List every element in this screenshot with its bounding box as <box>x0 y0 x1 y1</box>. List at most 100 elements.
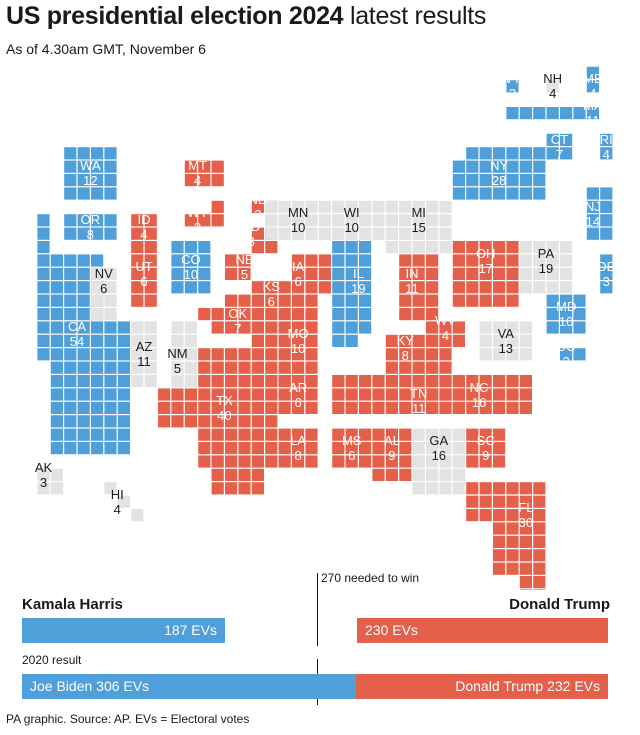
state-ev: 5 <box>240 267 249 283</box>
state-ev: 6 <box>140 273 148 289</box>
state-nv <box>91 267 117 321</box>
state-label-ct: CT 7 <box>539 132 579 162</box>
state-abbr: HI <box>110 486 124 502</box>
state-ri <box>600 133 613 160</box>
state-abbr: OH <box>475 245 496 261</box>
trump-bar-label: 230 EVs <box>365 622 418 638</box>
state-label-ga: GA 16 <box>419 433 459 463</box>
state-label-md: MD 10 <box>546 299 586 329</box>
state-ev: 4 <box>441 327 450 343</box>
state-ev: 14 <box>585 213 601 229</box>
state-label-nv: NV 6 <box>84 266 124 296</box>
state-label-tn: TN 11 <box>399 386 439 416</box>
state-label-ut: UT 6 <box>124 259 164 289</box>
state-ev: 11 <box>405 280 419 296</box>
state-label-wv: WV 4 <box>426 313 466 343</box>
state-label-nd: ND 3 <box>238 192 278 222</box>
state-de <box>600 254 613 294</box>
biden-bar-label: Joe Biden 306 EVs <box>30 678 150 694</box>
state-abbr: SD <box>242 218 261 234</box>
state-ok <box>198 308 278 347</box>
state-ev: 13 <box>498 340 514 356</box>
trump-2020-bar-label: Donald Trump 232 EVs <box>455 678 600 694</box>
state-abbr: DE <box>597 258 616 274</box>
state-abbr: MO <box>287 325 309 341</box>
state-label-vt: VT 3 <box>493 71 533 101</box>
state-ev: 10 <box>290 340 306 356</box>
state-label-wi: WI 10 <box>332 205 372 235</box>
source-footer: PA graphic. Source: AP. EVs = Electoral … <box>6 712 250 726</box>
state-label-id: ID 4 <box>124 212 164 242</box>
state-ev: 10 <box>344 220 359 236</box>
state-ev: 9 <box>482 448 490 464</box>
state-label-nm: NM 5 <box>158 346 198 376</box>
state-ev: 5 <box>173 361 182 376</box>
state-dc <box>560 348 586 361</box>
state-label-il: IL 19 <box>338 266 378 296</box>
state-ev: 10 <box>558 314 574 330</box>
state-label-sd: SD 3 <box>231 219 271 249</box>
state-ut <box>131 254 157 307</box>
state-abbr: CT <box>550 131 569 147</box>
result-2020-label: 2020 result <box>22 653 82 667</box>
state-label-ak: AK 3 <box>24 460 64 490</box>
state-ev: 19 <box>538 260 554 276</box>
state-label-ia: IA 6 <box>278 259 318 289</box>
state-label-la: LA 8 <box>278 433 318 463</box>
state-abbr: AR <box>289 379 308 395</box>
state-tx <box>158 348 278 495</box>
state-abbr: VA <box>497 325 514 341</box>
state-ks <box>225 281 318 307</box>
state-label-co: CO 10 <box>171 252 211 282</box>
state-mi <box>385 200 452 254</box>
state-mt <box>184 160 224 187</box>
state-label-dc: DC 3 <box>546 339 586 369</box>
state-ma <box>506 107 599 120</box>
state-ev: 15 <box>411 220 426 236</box>
state-ev: 16 <box>431 448 447 464</box>
state-abbr: AL <box>383 433 400 449</box>
state-ev: 11 <box>411 401 426 417</box>
state-ev: 7 <box>234 320 242 336</box>
state-va <box>479 321 532 361</box>
state-abbr: WA <box>80 158 101 174</box>
state-label-ok: OK 7 <box>218 306 258 336</box>
state-oh <box>452 241 519 307</box>
state-ny <box>452 147 546 200</box>
state-abbr: PA <box>537 245 555 261</box>
state-ms <box>332 428 372 468</box>
state-hi <box>104 482 144 522</box>
state-ev: 30 <box>518 515 534 531</box>
state-abbr: OR <box>80 212 101 227</box>
state-abbr: NC <box>469 379 489 395</box>
state-abbr: ND <box>248 191 268 207</box>
state-abbr: MT <box>188 158 207 174</box>
state-nh <box>546 80 559 93</box>
state-ev: 4 <box>140 227 148 242</box>
state-ev: 8 <box>294 448 302 464</box>
state-ev: 3 <box>602 273 610 289</box>
state-abbr: NE <box>235 252 254 268</box>
state-abbr: TN <box>410 386 428 402</box>
state-abbr: UT <box>135 258 153 274</box>
state-label-fl: FL 30 <box>506 500 546 530</box>
state-ct <box>546 133 573 160</box>
state-md <box>546 294 586 334</box>
harris-name: Kamala Harris <box>22 596 123 613</box>
state-abbr: NV <box>94 265 113 281</box>
state-label-wa: WA 12 <box>70 158 110 188</box>
harris-bar-label: 187 EVs <box>164 622 217 638</box>
state-label-ky: KY 8 <box>385 333 425 363</box>
state-abbr: AK <box>34 459 53 475</box>
state-ev: 6 <box>348 448 356 464</box>
state-in <box>399 254 439 321</box>
state-ev: 6 <box>294 273 302 289</box>
state-ga <box>412 428 465 495</box>
state-ev: 3 <box>193 220 202 236</box>
timestamp-subtitle: As of 4.30am GMT, November 6 <box>6 41 206 57</box>
state-abbr: IA <box>291 258 305 274</box>
threshold-label: 270 needed to win <box>321 571 420 585</box>
state-label-ar: AR 6 <box>278 380 318 410</box>
state-ev: 3 <box>562 354 570 370</box>
state-abbr: MS <box>341 433 362 449</box>
